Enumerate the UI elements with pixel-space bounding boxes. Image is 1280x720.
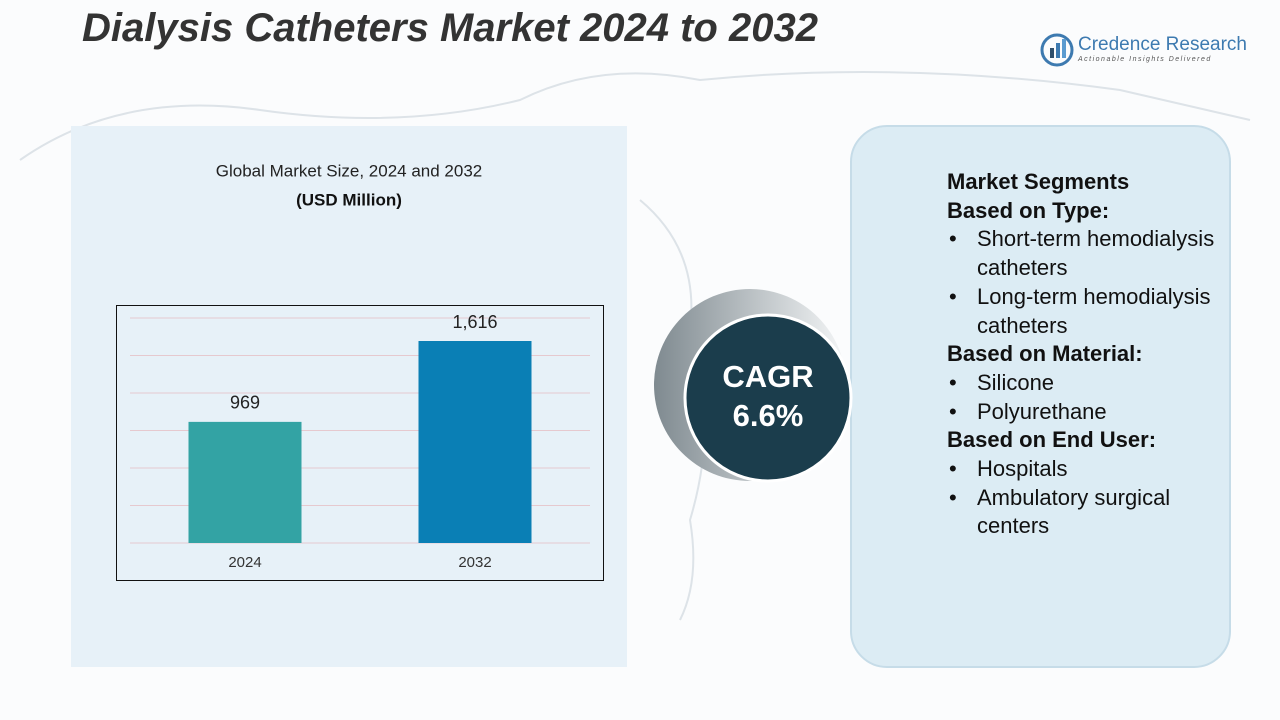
segment-title: Based on End User:	[947, 427, 1157, 453]
segment-list: SiliconePolyurethane	[947, 369, 1217, 426]
value-label: 1,616	[452, 312, 497, 332]
segments: Market Segments Based on Type:Short-term…	[947, 168, 1217, 541]
chart-subtitle: (USD Million)	[296, 190, 402, 209]
segment-item: Polyurethane	[947, 398, 1217, 427]
segment-title: Based on Type:	[947, 197, 1110, 223]
segment-list: HospitalsAmbulatory surgical centers	[947, 455, 1217, 541]
map-outline	[19, 71, 1251, 161]
segments-heading: Market Segments	[947, 169, 1130, 194]
segment-item: Short-term hemodialysis catheters	[947, 225, 1217, 282]
segment-item: Silicone	[947, 369, 1217, 398]
segment-title: Based on Material:	[947, 341, 1143, 367]
cagr-value: 6.6%	[733, 398, 804, 433]
logo-name: Credence Research	[1078, 34, 1247, 55]
plot-frame	[116, 305, 604, 581]
bar	[418, 341, 532, 543]
x-tick-label: 2032	[458, 554, 491, 571]
page-title: Dialysis Catheters Market 2024 to 2032	[82, 6, 818, 50]
segment-item: Hospitals	[947, 455, 1217, 484]
chart-panel	[71, 126, 627, 667]
cagr-circle	[683, 313, 853, 483]
segment-item: Ambulatory surgical centers	[947, 484, 1217, 541]
x-tick-label: 2024	[228, 554, 261, 571]
segment-item: Long-term hemodialysis catheters	[947, 283, 1217, 340]
logo-icon	[1040, 33, 1074, 67]
segment-list: Short-term hemodialysis cathetersLong-te…	[947, 225, 1217, 340]
value-label: 969	[230, 393, 260, 413]
chart-title: Global Market Size, 2024 and 2032	[216, 161, 483, 180]
logo-tagline: Actionable Insights Delivered	[1078, 56, 1212, 63]
cagr-label: CAGR	[722, 359, 813, 394]
bar	[188, 421, 302, 543]
